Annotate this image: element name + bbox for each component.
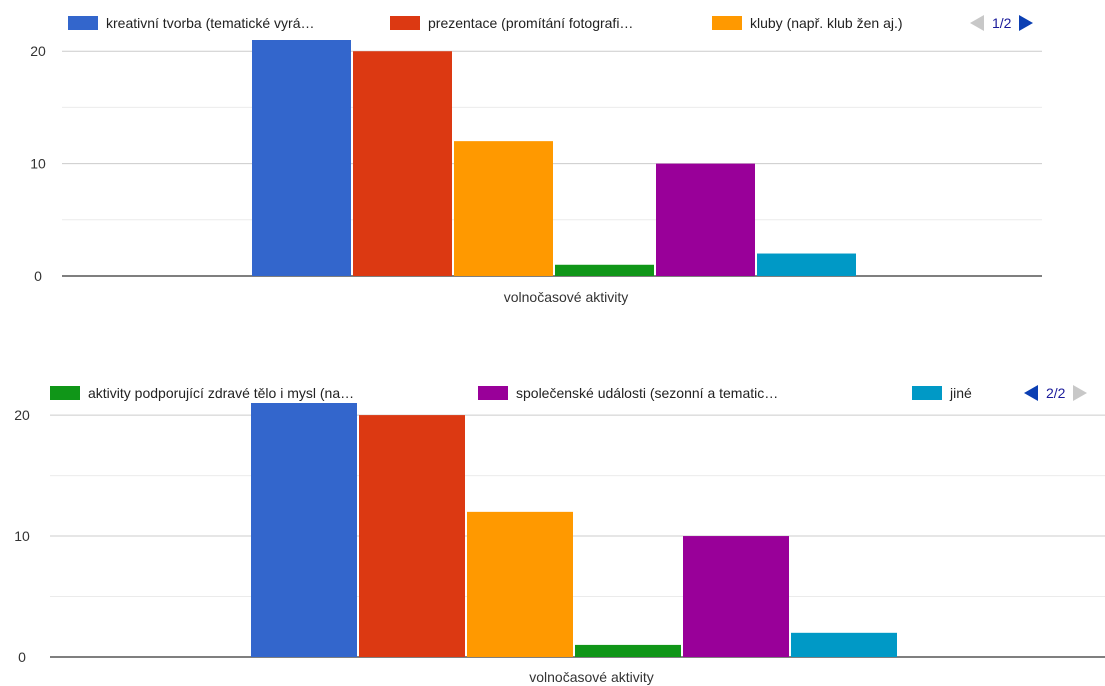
bar[interactable] — [791, 632, 897, 657]
legend-item[interactable]: aktivity podporující zdravé tělo i mysl … — [50, 384, 354, 402]
y-tick-label: 0 — [18, 649, 26, 665]
legend-item[interactable]: jiné — [912, 384, 972, 402]
legend-item[interactable]: společenské události (sezonní a tematic… — [478, 384, 778, 402]
legend-label: společenské události (sezonní a tematic… — [516, 385, 779, 401]
chevron-right-icon[interactable] — [1073, 385, 1088, 401]
legend-pager: 1/2 — [970, 12, 1034, 34]
legend-swatch — [712, 16, 742, 30]
y-tick-label: 10 — [30, 156, 46, 172]
legend-swatch — [68, 16, 98, 30]
legend-swatch — [478, 386, 508, 400]
chart-legend-1: kreativní tvorba (tematické vyrá… prezen… — [0, 0, 1105, 40]
bar[interactable] — [251, 403, 357, 657]
bar[interactable] — [555, 264, 654, 276]
chart-legend-2: aktivity podporující zdravé tělo i mysl … — [0, 370, 1105, 410]
legend-item[interactable]: kluby (např. klub žen aj.) — [712, 14, 903, 32]
bar[interactable] — [656, 163, 755, 276]
legend-swatch — [390, 16, 420, 30]
chart-panel-2: aktivity podporující zdravé tělo i mysl … — [0, 370, 1105, 686]
bar[interactable] — [757, 253, 856, 276]
x-axis-label: volnočasové aktivity — [529, 669, 654, 685]
bar[interactable] — [252, 40, 351, 276]
legend-label: kreativní tvorba (tematické vyrá… — [106, 15, 315, 31]
bar-chart-2: 0 10 20 volnočasové aktivity — [14, 403, 1105, 685]
chevron-right-icon[interactable] — [1019, 15, 1034, 31]
pager-text: 2/2 — [1046, 385, 1066, 401]
legend-label: prezentace (promítání fotografi… — [428, 15, 634, 31]
legend-label: aktivity podporující zdravé tělo i mysl … — [88, 385, 355, 401]
bar[interactable] — [359, 415, 465, 657]
legend-label: jiné — [950, 385, 972, 401]
legend-swatch — [912, 386, 942, 400]
pager-text: 1/2 — [992, 15, 1012, 31]
y-tick-label: 0 — [34, 268, 42, 284]
bar-chart-1: 0 10 20 volnočasové aktivity — [30, 40, 1042, 305]
chart-panel-1: kreativní tvorba (tematické vyrá… prezen… — [0, 0, 1105, 320]
chevron-left-icon[interactable] — [970, 15, 984, 31]
legend-item[interactable]: prezentace (promítání fotografi… — [390, 14, 633, 32]
bar[interactable] — [353, 51, 452, 276]
legend-swatch — [50, 386, 80, 400]
x-axis-label: volnočasové aktivity — [504, 289, 629, 305]
chevron-left-icon[interactable] — [1024, 385, 1038, 401]
bar[interactable] — [467, 511, 573, 657]
y-tick-label: 20 — [30, 43, 46, 59]
legend-pager: 2/2 — [1024, 382, 1088, 404]
y-tick-label: 20 — [14, 407, 30, 423]
legend-item[interactable]: kreativní tvorba (tematické vyrá… — [68, 14, 315, 32]
bar[interactable] — [683, 536, 789, 657]
bar[interactable] — [454, 141, 553, 276]
legend-label: kluby (např. klub žen aj.) — [750, 15, 903, 31]
bar[interactable] — [575, 644, 681, 657]
y-tick-label: 10 — [14, 528, 30, 544]
